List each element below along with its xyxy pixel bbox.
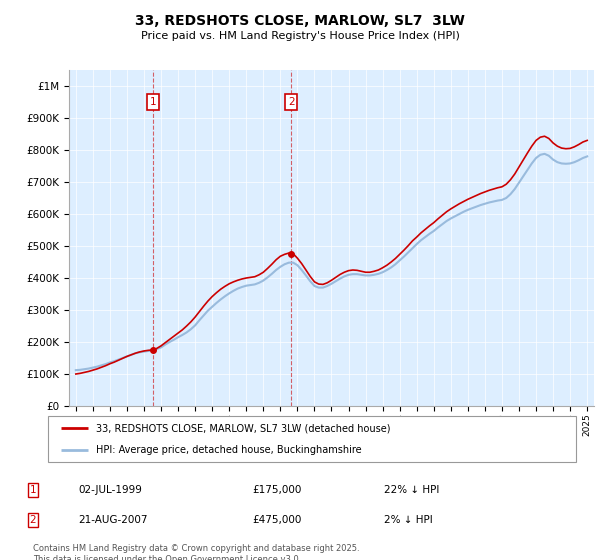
Text: 2: 2 <box>288 97 295 107</box>
FancyBboxPatch shape <box>48 416 576 462</box>
Text: 1: 1 <box>29 485 37 495</box>
Text: 33, REDSHOTS CLOSE, MARLOW, SL7 3LW (detached house): 33, REDSHOTS CLOSE, MARLOW, SL7 3LW (det… <box>95 423 390 433</box>
Text: £175,000: £175,000 <box>252 485 301 495</box>
Text: 2% ↓ HPI: 2% ↓ HPI <box>384 515 433 525</box>
Text: 1: 1 <box>150 97 157 107</box>
Text: Price paid vs. HM Land Registry's House Price Index (HPI): Price paid vs. HM Land Registry's House … <box>140 31 460 41</box>
Text: 22% ↓ HPI: 22% ↓ HPI <box>384 485 439 495</box>
Text: £475,000: £475,000 <box>252 515 301 525</box>
Text: 21-AUG-2007: 21-AUG-2007 <box>78 515 148 525</box>
Text: 02-JUL-1999: 02-JUL-1999 <box>78 485 142 495</box>
Text: HPI: Average price, detached house, Buckinghamshire: HPI: Average price, detached house, Buck… <box>95 445 361 455</box>
Text: 33, REDSHOTS CLOSE, MARLOW, SL7  3LW: 33, REDSHOTS CLOSE, MARLOW, SL7 3LW <box>135 14 465 28</box>
Text: 2: 2 <box>29 515 37 525</box>
Text: Contains HM Land Registry data © Crown copyright and database right 2025.
This d: Contains HM Land Registry data © Crown c… <box>33 544 359 560</box>
